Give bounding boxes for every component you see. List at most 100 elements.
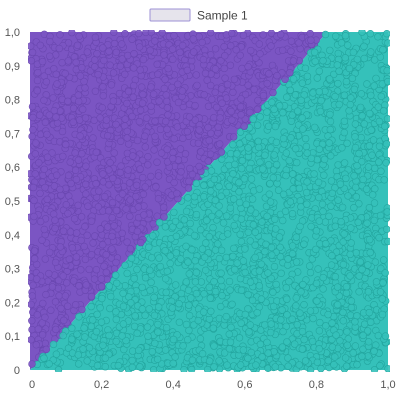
data-point	[141, 183, 149, 191]
data-point	[210, 363, 218, 371]
data-point	[237, 111, 245, 119]
data-point	[76, 132, 84, 140]
data-point	[161, 75, 169, 84]
data-point	[288, 242, 297, 250]
data-point	[64, 57, 73, 65]
data-point	[273, 71, 281, 80]
data-point	[36, 41, 44, 49]
data-point	[270, 151, 278, 159]
data-point	[99, 83, 107, 91]
data-point	[301, 134, 310, 143]
data-point	[330, 361, 338, 369]
data-point	[136, 66, 144, 74]
data-point	[128, 112, 136, 121]
data-point	[312, 227, 321, 235]
data-point	[328, 343, 337, 351]
data-point	[254, 137, 262, 146]
data-point	[340, 230, 348, 238]
data-point	[360, 120, 368, 128]
data-point	[382, 159, 390, 167]
data-point	[110, 39, 119, 48]
data-point	[62, 140, 70, 149]
data-point	[116, 137, 125, 146]
data-point	[298, 327, 307, 336]
data-point	[244, 81, 252, 89]
data-point	[82, 281, 90, 289]
data-point	[106, 304, 114, 313]
data-point	[169, 154, 177, 163]
data-point	[380, 256, 388, 264]
data-point	[96, 304, 104, 312]
data-point	[28, 132, 36, 141]
data-point	[306, 262, 314, 270]
data-point	[42, 345, 50, 354]
data-point	[286, 198, 295, 206]
data-point	[360, 320, 369, 328]
data-point	[255, 143, 263, 152]
data-point	[170, 31, 178, 40]
data-point	[182, 320, 191, 329]
data-point	[264, 122, 273, 131]
x-tick-label: 0,6	[237, 379, 252, 391]
data-point	[74, 201, 82, 210]
data-point	[87, 251, 96, 259]
data-point	[263, 79, 271, 88]
data-point	[32, 139, 40, 147]
data-point	[123, 238, 131, 246]
data-point	[383, 67, 390, 75]
legend[interactable]: Sample 1	[149, 8, 248, 23]
data-point	[253, 309, 261, 317]
data-point	[256, 50, 264, 58]
data-point	[108, 198, 117, 207]
data-point	[163, 158, 172, 166]
data-point	[352, 193, 360, 201]
data-point	[151, 117, 159, 125]
data-point	[100, 262, 108, 270]
data-point	[93, 49, 101, 58]
data-point	[251, 253, 259, 262]
data-point	[118, 332, 126, 340]
data-point	[33, 86, 41, 95]
data-point	[297, 96, 305, 105]
data-point	[355, 125, 363, 133]
data-point	[74, 97, 83, 106]
data-point	[295, 184, 304, 193]
data-point	[29, 281, 37, 289]
data-point	[214, 123, 222, 131]
data-point	[376, 211, 385, 220]
data-point	[123, 269, 131, 278]
data-point	[138, 283, 146, 292]
data-point	[249, 221, 258, 229]
data-point	[374, 33, 382, 41]
data-point	[163, 267, 172, 275]
data-point	[108, 214, 116, 222]
data-point	[206, 294, 215, 302]
data-point	[196, 335, 205, 343]
data-point	[114, 361, 123, 370]
data-point	[141, 132, 149, 140]
data-point	[218, 99, 226, 107]
data-point	[153, 60, 161, 69]
data-point	[140, 211, 148, 219]
data-point	[105, 166, 113, 174]
data-point	[121, 115, 129, 123]
data-point	[233, 150, 241, 158]
data-point	[375, 234, 383, 242]
data-point	[182, 242, 190, 251]
data-point	[102, 268, 111, 277]
data-point	[242, 200, 251, 209]
data-point	[89, 134, 97, 142]
data-point	[139, 173, 147, 182]
data-point	[154, 195, 163, 203]
data-point	[155, 254, 163, 262]
data-point	[316, 107, 325, 116]
data-point	[237, 286, 246, 294]
data-point	[57, 304, 65, 313]
data-point	[226, 204, 235, 212]
data-point	[81, 114, 90, 122]
y-tick-label: 1,0	[5, 27, 20, 39]
y-tick-label: 0,6	[5, 162, 20, 174]
data-point	[28, 292, 36, 300]
data-point	[366, 30, 375, 38]
data-point	[244, 144, 252, 152]
